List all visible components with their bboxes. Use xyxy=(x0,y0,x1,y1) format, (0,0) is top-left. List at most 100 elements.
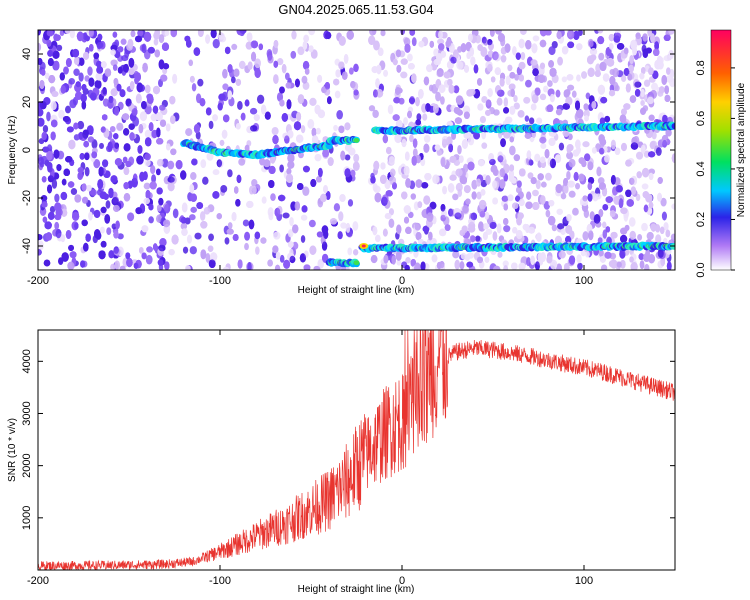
spectrogram-cell xyxy=(468,221,476,231)
spectrogram-cell xyxy=(200,249,207,260)
spectrogram-cell xyxy=(493,265,501,270)
spectrogram-cell xyxy=(558,142,565,151)
spectrogram-cell xyxy=(205,34,211,44)
spectrogram-cell xyxy=(287,153,295,163)
spectrogram-cell xyxy=(82,129,89,139)
spectrogram-cell xyxy=(661,114,668,124)
spectrogram-cell xyxy=(141,100,147,110)
spectrogram-cell xyxy=(531,93,539,104)
spectrogram-cell xyxy=(516,216,522,226)
spectrogram-cell xyxy=(391,255,396,265)
spectrogram-cell xyxy=(613,35,621,43)
spectrogram-cell xyxy=(108,187,114,197)
spectrogram-cell xyxy=(526,256,531,267)
spectrogram-cell xyxy=(565,235,572,244)
spectrogram-cell xyxy=(576,254,582,264)
spectrogram-cell xyxy=(395,251,402,261)
spectrogram-cell xyxy=(165,143,171,151)
spectrogram-cell xyxy=(497,251,503,258)
spectrogram-cell xyxy=(459,175,468,185)
spectrogram-cell xyxy=(394,133,402,144)
spectrogram-cell xyxy=(327,157,334,166)
spectrogram-cell xyxy=(456,60,464,70)
spectrogram-cell xyxy=(279,99,285,107)
spectrogram-cell xyxy=(375,88,384,98)
spectrogram-cell xyxy=(641,183,649,190)
spectrogram-cell xyxy=(247,61,253,70)
spectrogram-cell xyxy=(116,122,124,132)
spectrogram-cell xyxy=(404,151,410,161)
spectrogram-cell xyxy=(196,202,204,210)
spectrogram-cell xyxy=(333,124,338,132)
spectrogram-cell xyxy=(237,259,243,269)
spectrogram-cell xyxy=(663,222,669,231)
spectrogram-cell xyxy=(110,175,118,184)
spectrogram-cell xyxy=(249,107,258,115)
spectrogram-cell xyxy=(642,48,649,59)
spectrogram-cell xyxy=(242,219,250,227)
spectrogram-cell xyxy=(40,69,46,76)
spectrogram-cell xyxy=(652,70,659,79)
spectrogram-cell xyxy=(431,254,438,263)
spectrogram-cell xyxy=(485,109,491,116)
spectrogram-cell xyxy=(78,72,84,82)
spectrogram-cell xyxy=(608,58,615,67)
spectrogram-cell xyxy=(353,89,359,96)
spectrogram-cell xyxy=(534,87,541,96)
spectrogram-cell xyxy=(540,142,547,150)
spectrogram-cell xyxy=(89,189,97,196)
spectrogram-cell xyxy=(333,203,341,212)
spectrogram-cell xyxy=(267,207,274,217)
spectrogram-cell xyxy=(389,168,396,177)
spectrogram-cell xyxy=(123,167,130,176)
spectrogram-cell xyxy=(100,240,107,248)
spectrogram-cell xyxy=(381,196,388,206)
spectrogram-cell xyxy=(251,51,257,62)
spectrogram-cell xyxy=(489,221,497,229)
spectrogram-cell xyxy=(235,78,242,86)
spectrogram-cell xyxy=(233,68,240,77)
spectrogram-cell xyxy=(78,131,84,140)
spectrogram-cell xyxy=(396,259,402,266)
spectrogram-cell xyxy=(548,137,556,146)
spectrogram-cell xyxy=(563,263,570,270)
spectrogram-cell xyxy=(373,185,381,193)
spectrogram-cell xyxy=(478,221,484,232)
spectrogram-cell xyxy=(94,229,101,239)
spectral-line-cell xyxy=(671,122,675,130)
spectrogram-cell xyxy=(634,88,641,97)
spectrogram-cell xyxy=(64,30,71,34)
spectrogram-cell xyxy=(557,223,565,230)
spectrogram-cell xyxy=(648,114,655,121)
spectrogram-cell xyxy=(296,182,304,190)
spectrogram-cell xyxy=(671,203,675,210)
spectrogram-cell xyxy=(222,68,228,79)
spectrogram-cell xyxy=(526,191,532,200)
spectrogram-cell xyxy=(405,257,411,264)
spectrogram-cell xyxy=(80,93,87,103)
spectrogram-cell xyxy=(470,235,476,242)
spectrogram-cell xyxy=(440,214,446,222)
spectrogram-cell xyxy=(99,226,105,234)
spectrogram-cell xyxy=(159,238,167,247)
spectrogram-cell xyxy=(210,30,217,39)
spectrogram-cell xyxy=(382,228,388,237)
spectrogram-cell xyxy=(401,191,408,200)
spectrogram-cell xyxy=(582,231,589,241)
spectrogram-cell xyxy=(84,75,90,82)
spectrogram-cell xyxy=(324,82,330,90)
spectrogram-cell xyxy=(518,262,526,270)
spectrogram-cell xyxy=(395,119,403,129)
spectrogram-cell xyxy=(185,128,193,137)
spectrogram-cell xyxy=(370,176,376,184)
spectrogram-cell xyxy=(371,30,377,36)
spectrogram-cell xyxy=(224,46,231,55)
spectrogram-cell xyxy=(567,84,575,91)
spectrogram-cell xyxy=(199,98,206,107)
spectrogram-cell xyxy=(267,259,274,267)
spectrogram-cell xyxy=(387,104,394,115)
spectrogram-cell xyxy=(473,64,479,74)
spectrogram-cell xyxy=(189,214,196,221)
spectrogram-cell xyxy=(449,155,457,163)
spectrogram-cell xyxy=(597,84,606,95)
